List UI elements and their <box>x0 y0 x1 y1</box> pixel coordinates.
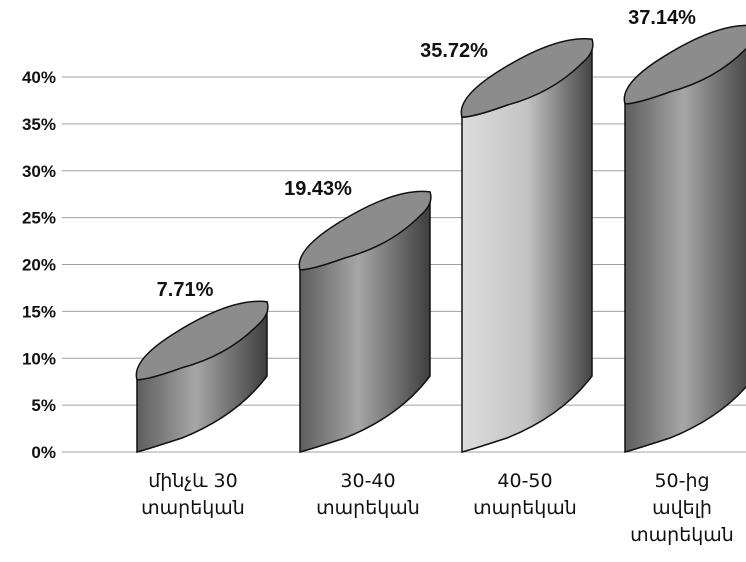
y-tick-label: 15% <box>22 302 56 321</box>
data-label: 7.71% <box>157 279 214 301</box>
cylinder-top <box>135 300 269 381</box>
x-tick-label: մինչև 30 <box>148 470 237 492</box>
y-tick-label: 5% <box>31 396 56 415</box>
data-label: 35.72% <box>420 40 488 62</box>
y-tick-label: 10% <box>22 349 56 368</box>
cylinder-bar <box>135 300 269 453</box>
cylinder-bar <box>460 37 594 453</box>
y-tick-label: 0% <box>31 443 56 462</box>
x-tick-label: տարեկան <box>316 497 420 519</box>
y-axis-ticks: 0% 5% 10% 15% 20% 25% 30% 35% 40% <box>22 68 56 462</box>
data-label: 37.14% <box>628 7 696 29</box>
cylinder-bar <box>623 24 746 453</box>
x-axis-categories: մինչև 30 տարեկան 30-40 տարեկան 40-50 տարեկան 5… <box>141 470 734 546</box>
bars <box>135 24 746 453</box>
x-tick-label: 40-50 <box>497 470 552 492</box>
x-tick-label: տարեկան <box>141 497 245 519</box>
cylinder-bar <box>298 190 432 453</box>
cylinder-top <box>298 190 432 271</box>
x-tick-label: 30-40 <box>340 470 395 492</box>
y-tick-label: 40% <box>22 68 56 87</box>
x-tick-label: տարեկան <box>473 497 577 519</box>
x-tick-label: տարեկան <box>630 524 734 546</box>
x-tick-label: 50-ից <box>654 470 709 492</box>
data-label: 19.43% <box>284 178 352 200</box>
cylinder-top <box>623 24 746 105</box>
x-tick-label: ավելի <box>652 497 712 519</box>
cylinder-top <box>460 37 594 118</box>
y-tick-label: 35% <box>22 115 56 134</box>
y-tick-label: 30% <box>22 162 56 181</box>
data-labels: 7.71% 19.43% 35.72% 37.14% <box>157 7 696 301</box>
y-tick-label: 25% <box>22 209 56 228</box>
y-tick-label: 20% <box>22 256 56 275</box>
